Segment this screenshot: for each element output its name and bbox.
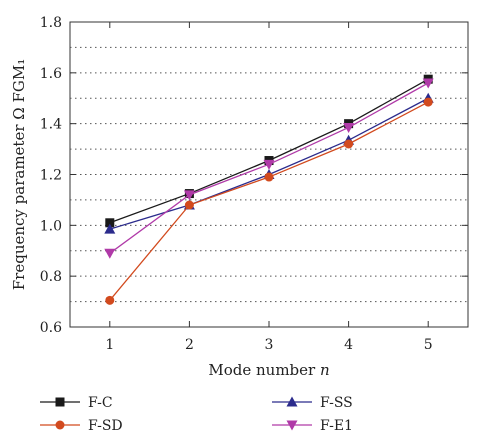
series-line-f-sd xyxy=(109,101,429,301)
x-tick-label: 2 xyxy=(185,337,194,353)
data-point-f-ss xyxy=(104,223,116,234)
data-point-f-sd xyxy=(264,172,274,182)
x-tick-label: 5 xyxy=(424,337,433,353)
data-point-f-e1 xyxy=(104,248,116,259)
y-tick-label: 1.2 xyxy=(40,168,62,184)
data-point-f-e1 xyxy=(263,159,275,170)
y-tick-label: 0.6 xyxy=(40,320,62,336)
data-point-f-sd xyxy=(423,97,433,107)
grid xyxy=(70,46,468,303)
y-tick-label: 1.8 xyxy=(40,15,62,31)
data-point-f-e1 xyxy=(343,122,355,133)
series-f-e1 xyxy=(104,78,434,259)
legend-label: F-SD xyxy=(88,418,123,434)
legend-item-f-e1: F-E1 xyxy=(272,418,353,434)
legend-item-f-c: F-C xyxy=(40,395,113,411)
legend-item-f-ss: F-SS xyxy=(272,395,353,411)
data-point-f-e1 xyxy=(183,190,195,201)
data-point-f-sd xyxy=(105,295,115,305)
legend-label: F-E1 xyxy=(320,418,353,434)
x-tick-label: 3 xyxy=(265,337,274,353)
legend-marker xyxy=(286,396,298,407)
legend-label: F-SS xyxy=(320,395,353,411)
series-group xyxy=(104,74,434,305)
series-line-f-c xyxy=(109,78,429,224)
y-axis-ticks: 0.6 0.8 1.0 1.2 1.4 1.6 1.8 xyxy=(40,15,468,336)
series-f-sd xyxy=(105,97,433,305)
data-point-f-e1 xyxy=(422,78,434,89)
y-tick-label: 1.6 xyxy=(40,66,62,82)
x-axis-ticks: 1 2 3 4 5 xyxy=(105,22,433,353)
x-axis-label: Mode number n xyxy=(208,361,329,379)
legend-label: F-C xyxy=(88,395,113,411)
y-tick-label: 1.4 xyxy=(40,117,62,133)
x-tick-label: 4 xyxy=(344,337,353,353)
y-tick-label: 0.8 xyxy=(40,269,62,285)
y-axis-label: Frequency parameter Ω FGM₁ xyxy=(10,59,28,290)
data-point-f-c xyxy=(105,218,115,228)
legend-marker xyxy=(286,420,298,431)
legend: F-C F-SS F-SD F-E1 xyxy=(40,395,353,434)
data-point-f-sd xyxy=(184,200,194,210)
legend-marker xyxy=(55,420,65,430)
y-tick-label: 1.0 xyxy=(40,218,62,234)
data-point-f-sd xyxy=(344,139,354,149)
x-tick-label: 1 xyxy=(105,337,114,353)
legend-item-f-sd: F-SD xyxy=(40,418,123,434)
series-f-c xyxy=(105,74,433,228)
legend-marker xyxy=(55,397,65,407)
